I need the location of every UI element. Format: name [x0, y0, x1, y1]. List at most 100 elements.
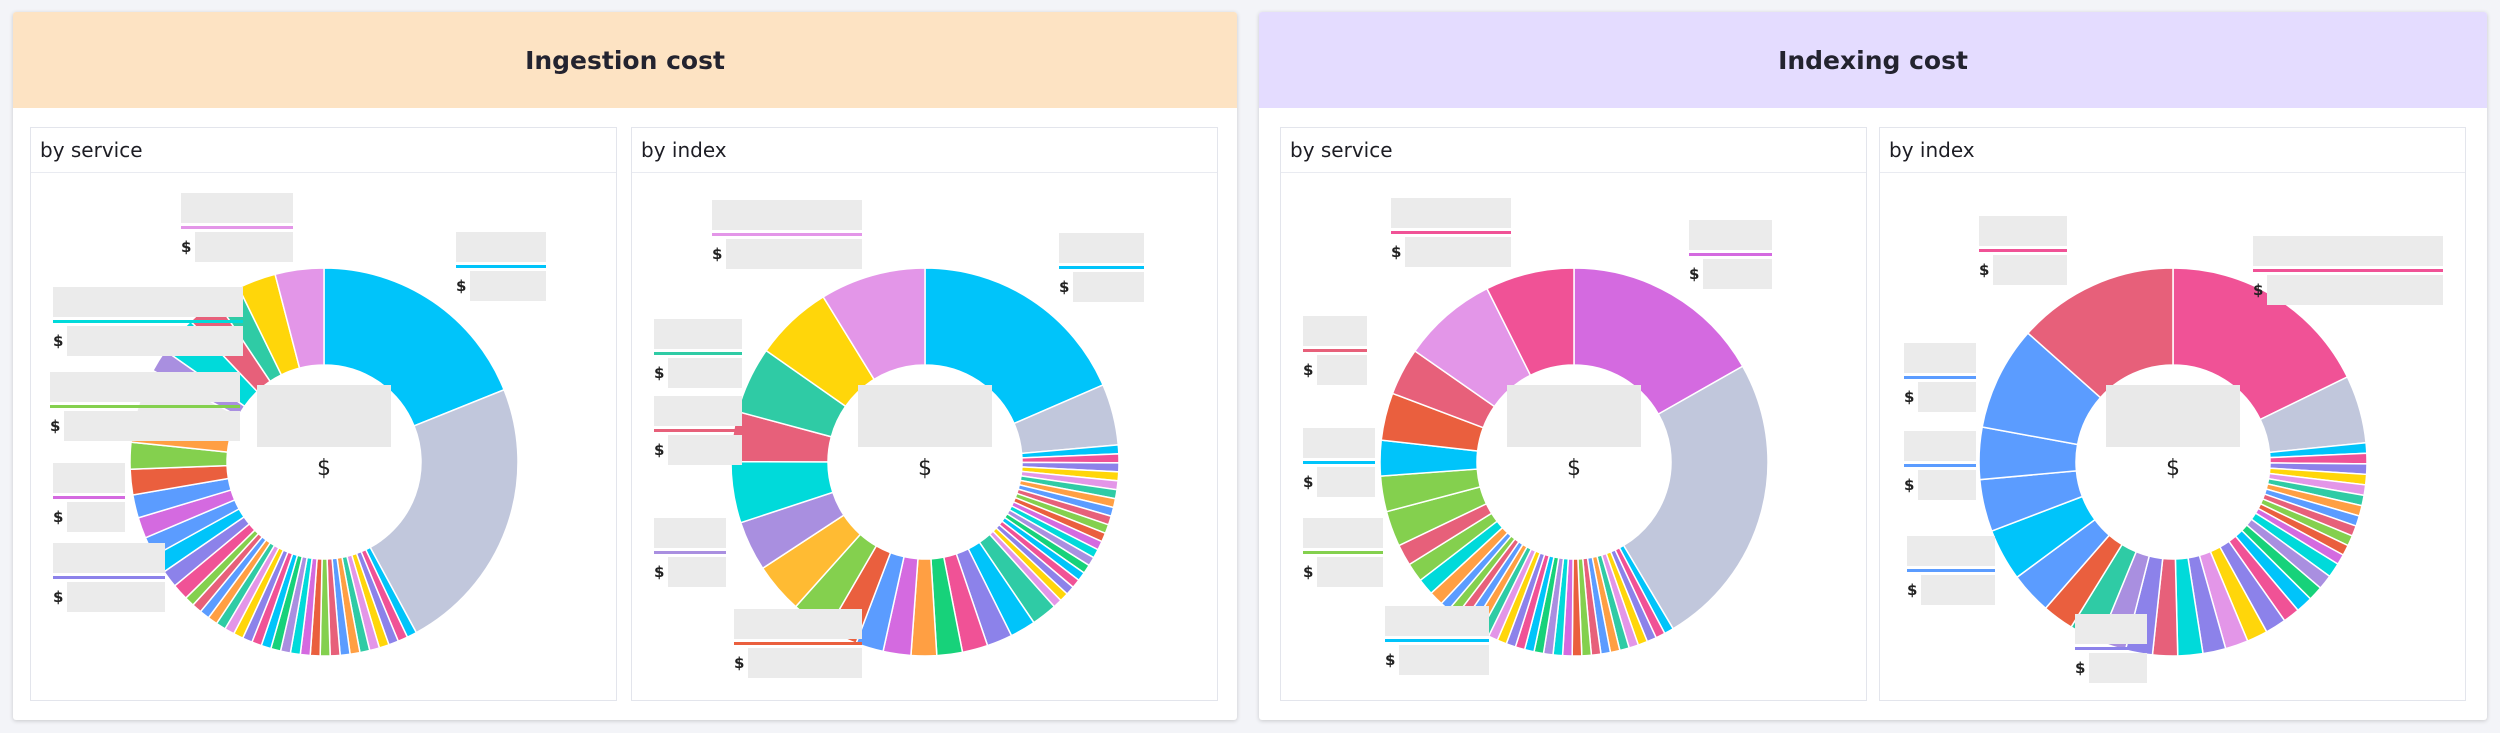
callout-name-redacted: [1303, 316, 1367, 346]
callout-value: $: [1303, 467, 1375, 497]
donut-slice[interactable]: [924, 267, 1105, 425]
callout-name-redacted: [734, 609, 862, 639]
slice-callout[interactable]: $: [654, 319, 742, 388]
slice-callout[interactable]: $: [712, 200, 862, 269]
callout-leader-line: [2253, 269, 2443, 272]
center-total-label-redacted: [2106, 385, 2240, 447]
slice-callout[interactable]: $: [1303, 428, 1375, 497]
callout-leader-line: [53, 576, 165, 579]
ingestion-by-index-widget[interactable]: by index $ $ $ $ $ $ $: [631, 127, 1218, 701]
indexing-by-service-chart[interactable]: $ $ $ $ $ $ $: [1281, 173, 1866, 700]
callout-value: $: [734, 648, 862, 678]
callout-name-redacted: [1904, 431, 1976, 461]
slice-callout[interactable]: $: [1904, 431, 1976, 500]
callout-value: $: [53, 582, 165, 612]
indexing-by-index-chart[interactable]: $ $ $ $ $ $ $: [1880, 173, 2465, 700]
callout-leader-line: [1303, 461, 1375, 464]
ingestion-by-index-chart[interactable]: $ $ $ $ $ $ $: [632, 173, 1217, 700]
callout-value: $: [1391, 237, 1511, 267]
callout-value: $: [712, 239, 862, 269]
donut-chart[interactable]: [1880, 173, 2465, 700]
ingestion-cost-title: Ingestion cost: [525, 45, 725, 75]
callout-leader-line: [1059, 266, 1144, 269]
callout-value-redacted: [1317, 467, 1375, 497]
indexing-by-index-widget[interactable]: by index $ $ $ $ $ $ $: [1879, 127, 2466, 701]
currency-symbol: $: [53, 588, 64, 606]
callout-leader-line: [654, 352, 742, 355]
callout-value: $: [1385, 645, 1489, 675]
callout-value-redacted: [668, 358, 742, 388]
callout-value-redacted: [1073, 272, 1144, 302]
callout-leader-line: [456, 265, 546, 268]
ingestion-by-service-widget[interactable]: by service $ $ $ $ $ $ $: [30, 127, 617, 701]
slice-callout[interactable]: $: [1979, 216, 2067, 285]
callout-value: $: [2253, 275, 2443, 305]
callout-name-redacted: [53, 287, 243, 317]
donut-slice[interactable]: [1622, 365, 1769, 630]
callout-value: $: [1689, 259, 1772, 289]
callout-value-redacted: [1918, 470, 1976, 500]
slice-callout[interactable]: $: [50, 372, 240, 441]
slice-callout[interactable]: $: [1907, 536, 1995, 605]
currency-symbol: $: [2253, 281, 2264, 299]
slice-callout[interactable]: $: [1904, 343, 1976, 412]
donut-slice[interactable]: [2026, 267, 2174, 399]
callout-name-redacted: [53, 463, 125, 493]
indexing-by-service-widget[interactable]: by service $ $ $ $ $ $ $: [1280, 127, 1867, 701]
currency-symbol: $: [734, 654, 745, 672]
donut-chart[interactable]: [1281, 173, 1866, 700]
currency-symbol: $: [1385, 651, 1396, 669]
callout-value: $: [1907, 575, 1995, 605]
callout-name-redacted: [1689, 220, 1772, 250]
slice-callout[interactable]: $: [53, 463, 125, 532]
callout-value: $: [181, 232, 293, 262]
callout-name-redacted: [1303, 428, 1375, 458]
donut-slice[interactable]: [822, 267, 926, 381]
currency-symbol: $: [1303, 361, 1314, 379]
callout-value-redacted: [67, 582, 165, 612]
slice-callout[interactable]: $: [2253, 236, 2443, 305]
callout-leader-line: [712, 233, 862, 236]
donut-slice[interactable]: [2172, 267, 2349, 421]
callout-name-redacted: [1385, 606, 1489, 636]
callout-leader-line: [1385, 639, 1489, 642]
callout-value-redacted: [726, 239, 862, 269]
currency-symbol: $: [50, 417, 61, 435]
donut-slice[interactable]: [369, 388, 519, 634]
slice-callout[interactable]: $: [181, 193, 293, 262]
callout-name-redacted: [1904, 343, 1976, 373]
slice-callout[interactable]: $: [1059, 233, 1144, 302]
callout-value: $: [1303, 355, 1367, 385]
slice-callout[interactable]: $: [53, 287, 243, 356]
donut-slice[interactable]: [323, 267, 506, 427]
slice-callout[interactable]: $: [2075, 614, 2147, 683]
callout-name-redacted: [654, 518, 726, 548]
callout-value-redacted: [64, 411, 240, 441]
slice-callout[interactable]: $: [1385, 606, 1489, 675]
ingestion-cost-header: Ingestion cost: [13, 12, 1237, 108]
donut-slice[interactable]: [1573, 267, 1744, 416]
currency-symbol: $: [53, 508, 64, 526]
callout-name-redacted: [1979, 216, 2067, 246]
center-total-value: $: [1567, 456, 1581, 481]
slice-callout[interactable]: $: [1391, 198, 1511, 267]
slice-callout[interactable]: $: [1303, 316, 1367, 385]
currency-symbol: $: [654, 563, 665, 581]
widget-title: by service: [31, 128, 616, 173]
slice-callout[interactable]: $: [734, 609, 862, 678]
callout-value-redacted: [668, 435, 742, 465]
donut-slice[interactable]: [1485, 267, 1575, 377]
slice-callout[interactable]: $: [654, 518, 726, 587]
ingestion-by-service-chart[interactable]: $ $ $ $ $ $ $: [31, 173, 616, 700]
slice-callout[interactable]: $: [456, 232, 546, 301]
slice-callout[interactable]: $: [1303, 518, 1383, 587]
widget-title: by index: [1880, 128, 2465, 173]
center-total-value: $: [317, 456, 331, 481]
callout-value-redacted: [1317, 355, 1367, 385]
slice-callout[interactable]: $: [53, 543, 165, 612]
ingestion-cost-card: Ingestion cost by service $ $ $ $ $ $ $ …: [13, 12, 1237, 720]
donut-chart[interactable]: [632, 173, 1217, 700]
donut-slice[interactable]: [274, 267, 325, 370]
slice-callout[interactable]: $: [654, 396, 742, 465]
slice-callout[interactable]: $: [1689, 220, 1772, 289]
